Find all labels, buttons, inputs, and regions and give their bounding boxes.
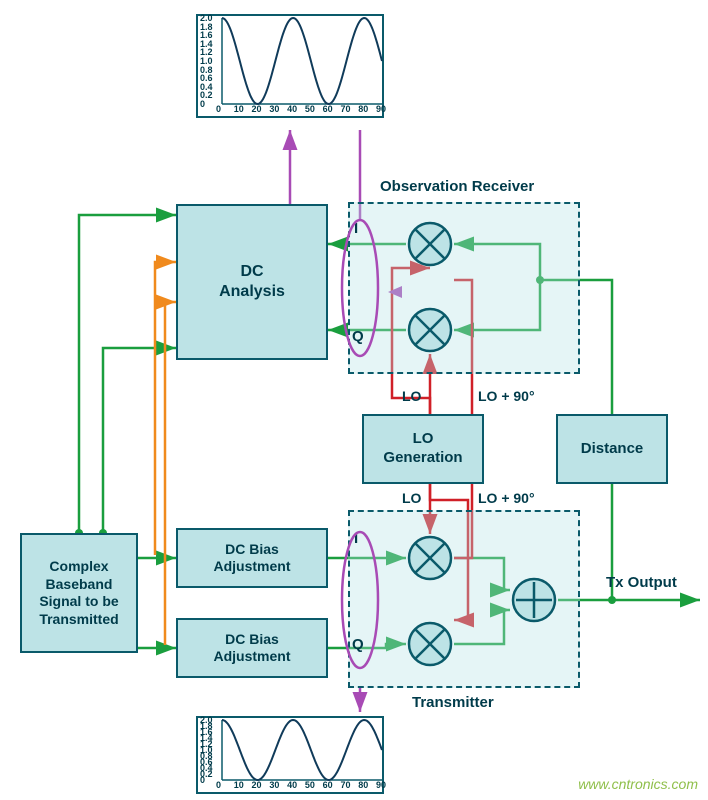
tx-iq-ellipse [338, 528, 382, 672]
lo-up-label: LO [402, 388, 421, 404]
distance-block: Distance [556, 414, 668, 484]
dc-bias-i-block: DC BiasAdjustment [176, 528, 328, 588]
source-block: ComplexBasebandSignal to beTransmitted [20, 533, 138, 653]
tx-mixer-q [406, 620, 454, 668]
lo-down-label: LO [402, 490, 421, 506]
dc-bias-q-block: DC BiasAdjustment [176, 618, 328, 678]
lo90-down-label: LO + 90° [478, 490, 535, 506]
watermark: www.cntronics.com [578, 776, 698, 792]
dc-analysis-block: DCAnalysis [176, 204, 328, 360]
lo-generation-block: LOGeneration [362, 414, 484, 484]
chart-top: 2.01.81.61.41.21.00.80.60.40.20010203040… [196, 14, 384, 118]
obs-mixer-q [406, 306, 454, 354]
observation-receiver-label: Observation Receiver [380, 178, 534, 195]
transmitter-label: Transmitter [412, 694, 494, 711]
lo90-up-label: LO + 90° [478, 388, 535, 404]
tx-mixer-i [406, 534, 454, 582]
obs-iq-ellipse [338, 216, 382, 360]
chart-bottom: 2.01.81.61.41.21.00.80.60.40.20010203040… [196, 716, 384, 794]
obs-mixer-i [406, 220, 454, 268]
observation-receiver-region [348, 202, 580, 374]
diagram-stage: Observation Receiver Transmitter ComplexBa… [0, 0, 708, 800]
tx-summer [510, 576, 558, 624]
tx-output-label: Tx Output [606, 574, 677, 591]
